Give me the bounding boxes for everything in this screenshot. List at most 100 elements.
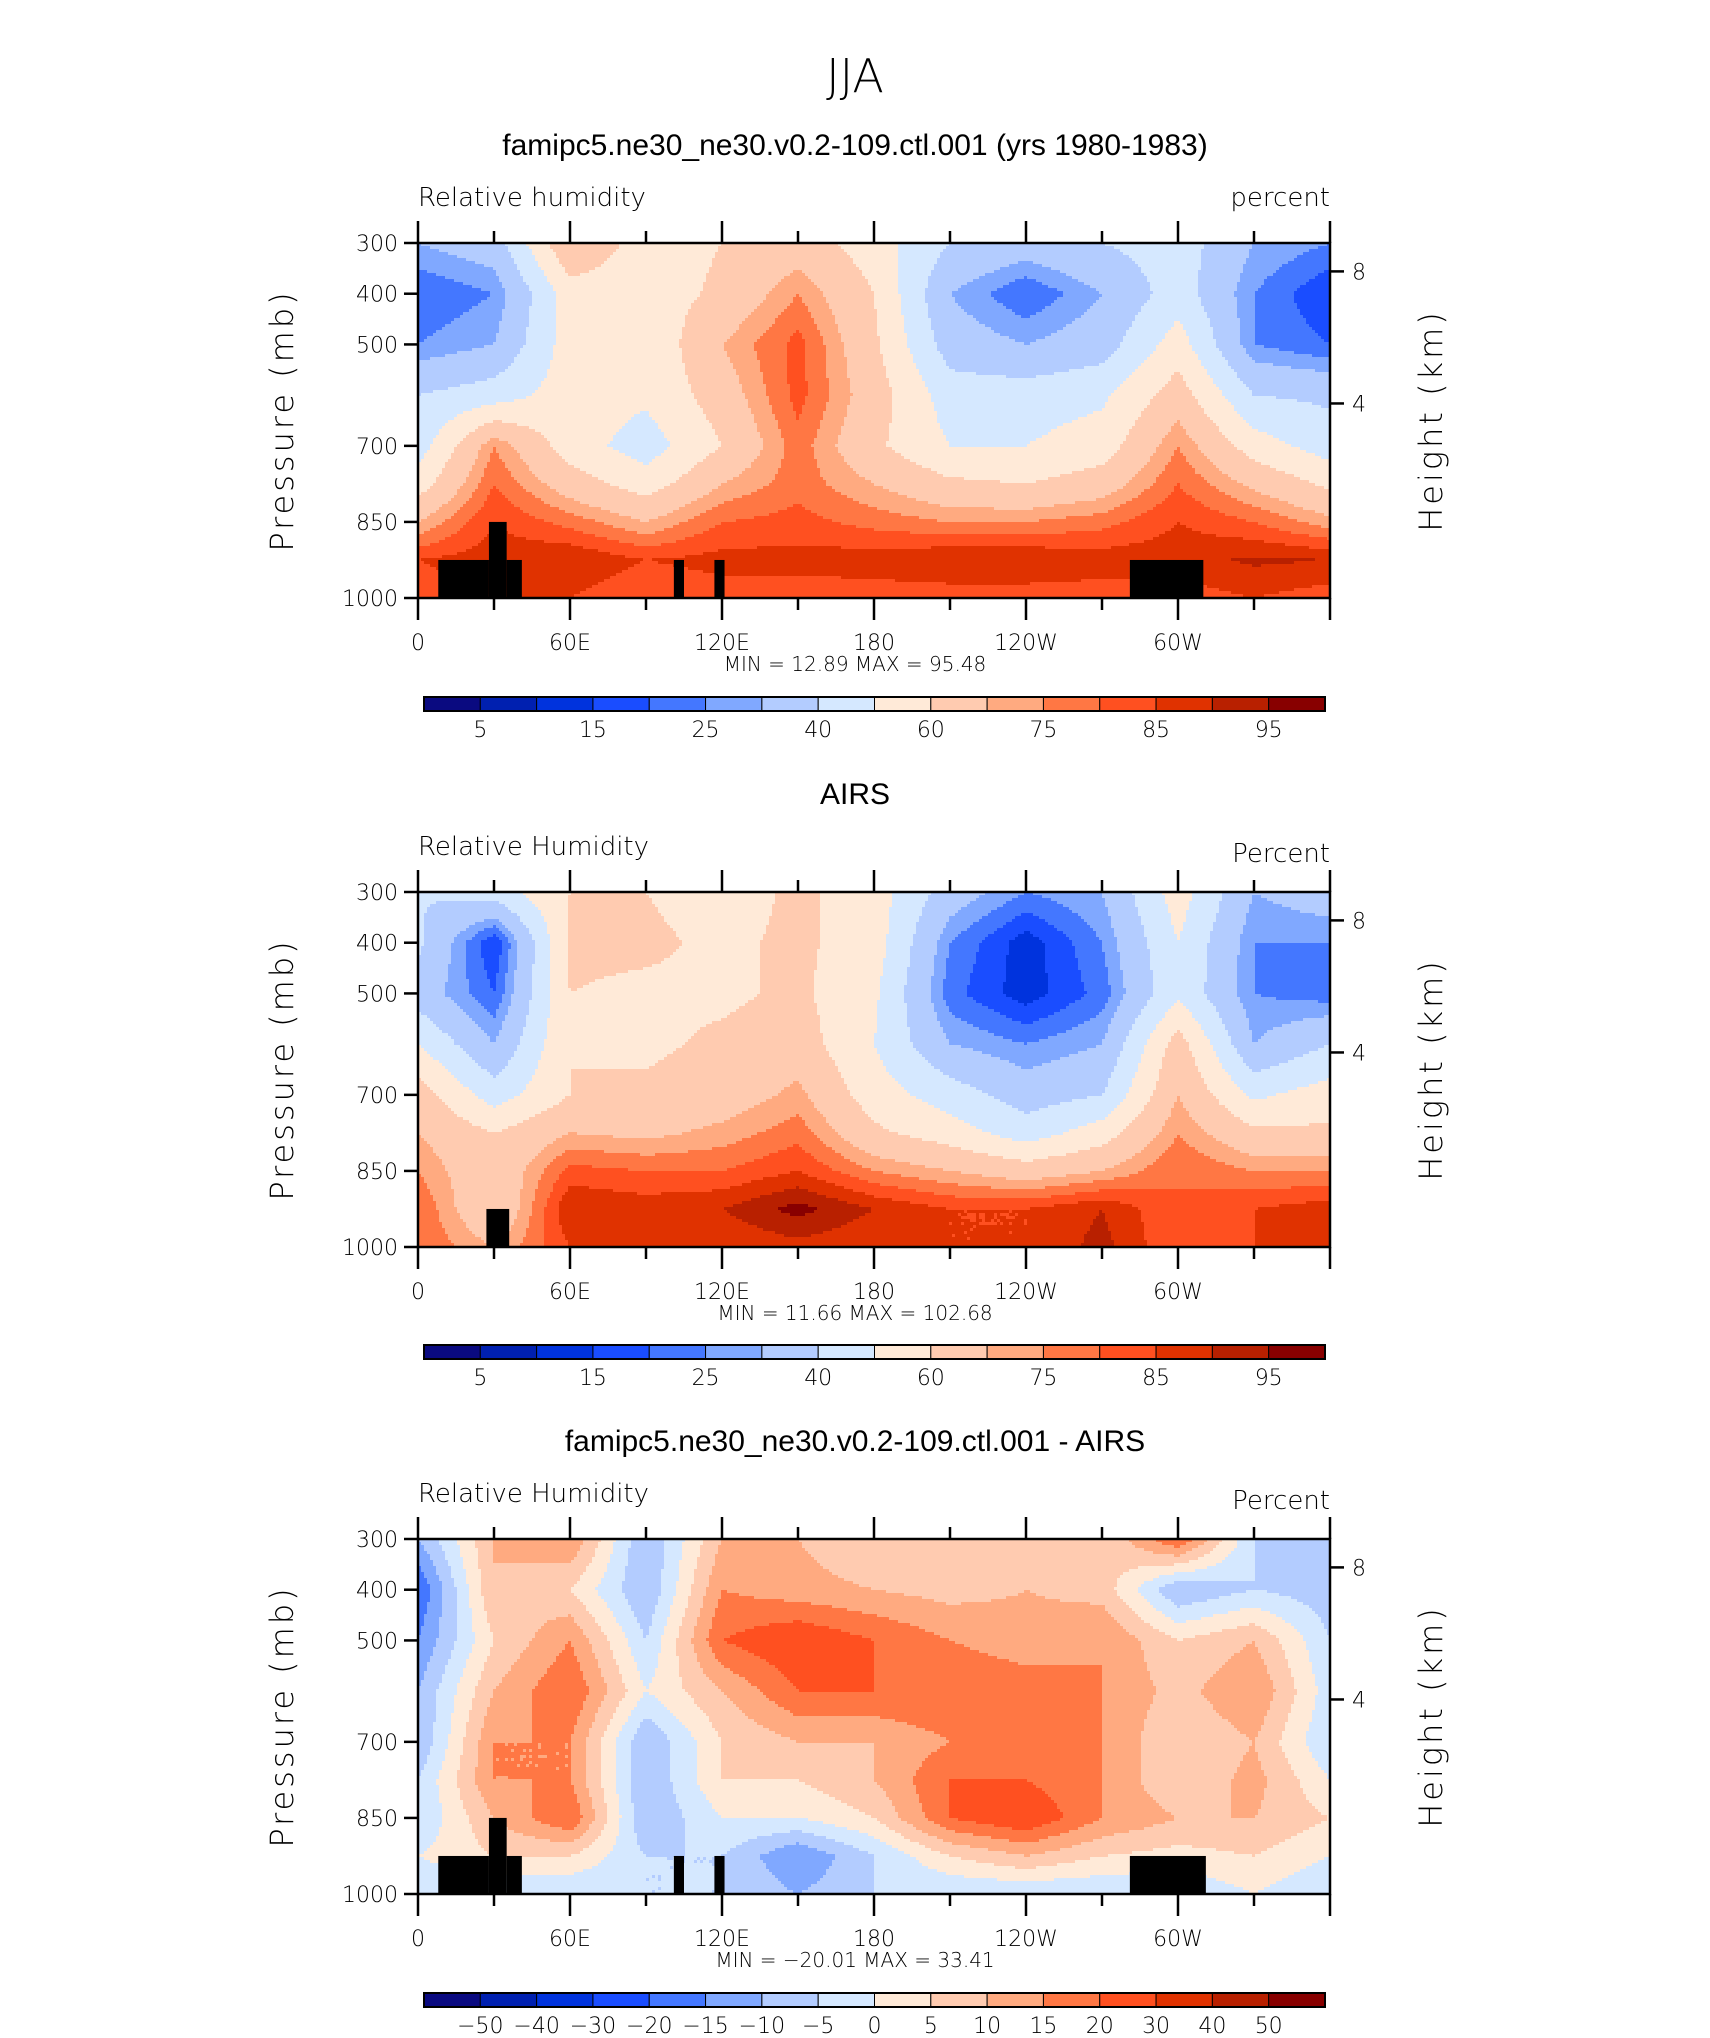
contour-cell [1216,1096,1249,1099]
contour-cell [1210,507,1261,510]
contour-cell [451,1566,463,1569]
contour-cell [805,369,826,372]
contour-cell [1033,1021,1084,1024]
contour-cell [580,1548,595,1551]
contour-cell [445,1168,526,1171]
contour-cell [1207,970,1237,973]
contour-cell [805,375,826,378]
contour-cell [625,1566,664,1569]
contour-cell [628,567,688,570]
contour-cell [1195,498,1237,501]
contour-cell [1141,1060,1162,1063]
contour-cell [1303,315,1330,318]
contour-cell [769,1623,814,1626]
contour-cell [1048,1036,1105,1039]
contour-cell [613,1614,634,1617]
contour-cell [1102,1009,1117,1012]
contour-cell [1252,243,1327,246]
contour-cell [1027,1042,1102,1045]
contour-field [418,243,1330,598]
contour-cell [817,1003,877,1006]
contour-cell [805,1213,865,1216]
contour-cell [475,1539,493,1542]
contour-cell [457,934,475,937]
contour-cell [694,1569,712,1572]
contour-cell [1138,417,1210,420]
contour-cell [550,366,685,369]
contour-cell [550,949,568,952]
contour-cell [451,952,466,955]
contour-cell [850,387,892,390]
contour-cell [1048,985,1084,988]
contour-cell [466,952,481,955]
contour-cell [418,1213,439,1216]
contour-cell [760,967,817,970]
contour-cell [1186,1542,1204,1545]
contour-cell [775,321,814,324]
contour-cell [922,1596,1006,1599]
contour-cell [817,465,850,468]
contour-cell [676,949,760,952]
contour-cell [433,1560,448,1563]
contour-cell [1189,901,1219,904]
contour-cell [820,937,886,940]
contour-cell [556,1180,751,1183]
contour-cell [952,1234,955,1237]
contour-cell [1243,270,1276,273]
x-tick-label: 60E [549,631,591,656]
contour-cell [787,375,805,378]
contour-cell [760,955,817,958]
contour-cell [442,555,625,558]
contour-cell [913,937,940,940]
contour-cell [517,940,535,943]
contour-cell [556,309,688,312]
contour-cell [1099,1210,1102,1213]
contour-cell [889,381,925,384]
contour-cell [736,1114,796,1117]
contour-cell [439,1617,457,1620]
contour-cell [1177,1000,1180,1003]
contour-cell [418,411,463,414]
colorbar-swatch [1268,1344,1326,1360]
contour-cell [1180,522,1258,525]
contour-cell [532,1207,544,1210]
contour-cell [1198,1021,1222,1024]
contour-cell [511,252,532,255]
contour-cell [1219,1542,1237,1545]
contour-cell [892,904,925,907]
contour-cell [1108,982,1123,985]
contour-cell [826,1117,871,1120]
contour-cell [418,907,427,910]
contour-cell [964,1210,967,1213]
contour-cell [886,940,913,943]
contour-cell [1264,540,1330,543]
contour-cell [526,342,556,345]
contour-cell [574,1593,598,1596]
contour-cell [1111,1234,1144,1237]
contour-cell [424,1048,463,1051]
contour-cell [1186,492,1225,495]
contour-cell [1246,420,1330,423]
contour-cell [418,405,481,408]
contour-cell [820,907,889,910]
contour-cell [1135,1018,1162,1021]
contour-cell [901,513,1093,516]
contour-cell [418,1554,430,1557]
contour-cell [427,450,454,453]
contour-cell [634,414,649,417]
contour-cell [1081,1243,1114,1246]
contour-cell [766,1129,811,1132]
contour-cell [1090,285,1150,288]
contour-cell [505,991,514,994]
contour-cell [940,504,1054,507]
contour-cell [526,1084,571,1087]
contour-cell [418,904,430,907]
contour-cell [1150,964,1207,967]
contour-cell [505,1015,526,1018]
contour-cell [856,525,1111,528]
contour-cell [553,1186,568,1189]
contour-cell [496,1105,553,1108]
contour-cell [568,1243,1081,1246]
contour-cell [940,1108,1018,1111]
contour-cell [838,1198,892,1201]
